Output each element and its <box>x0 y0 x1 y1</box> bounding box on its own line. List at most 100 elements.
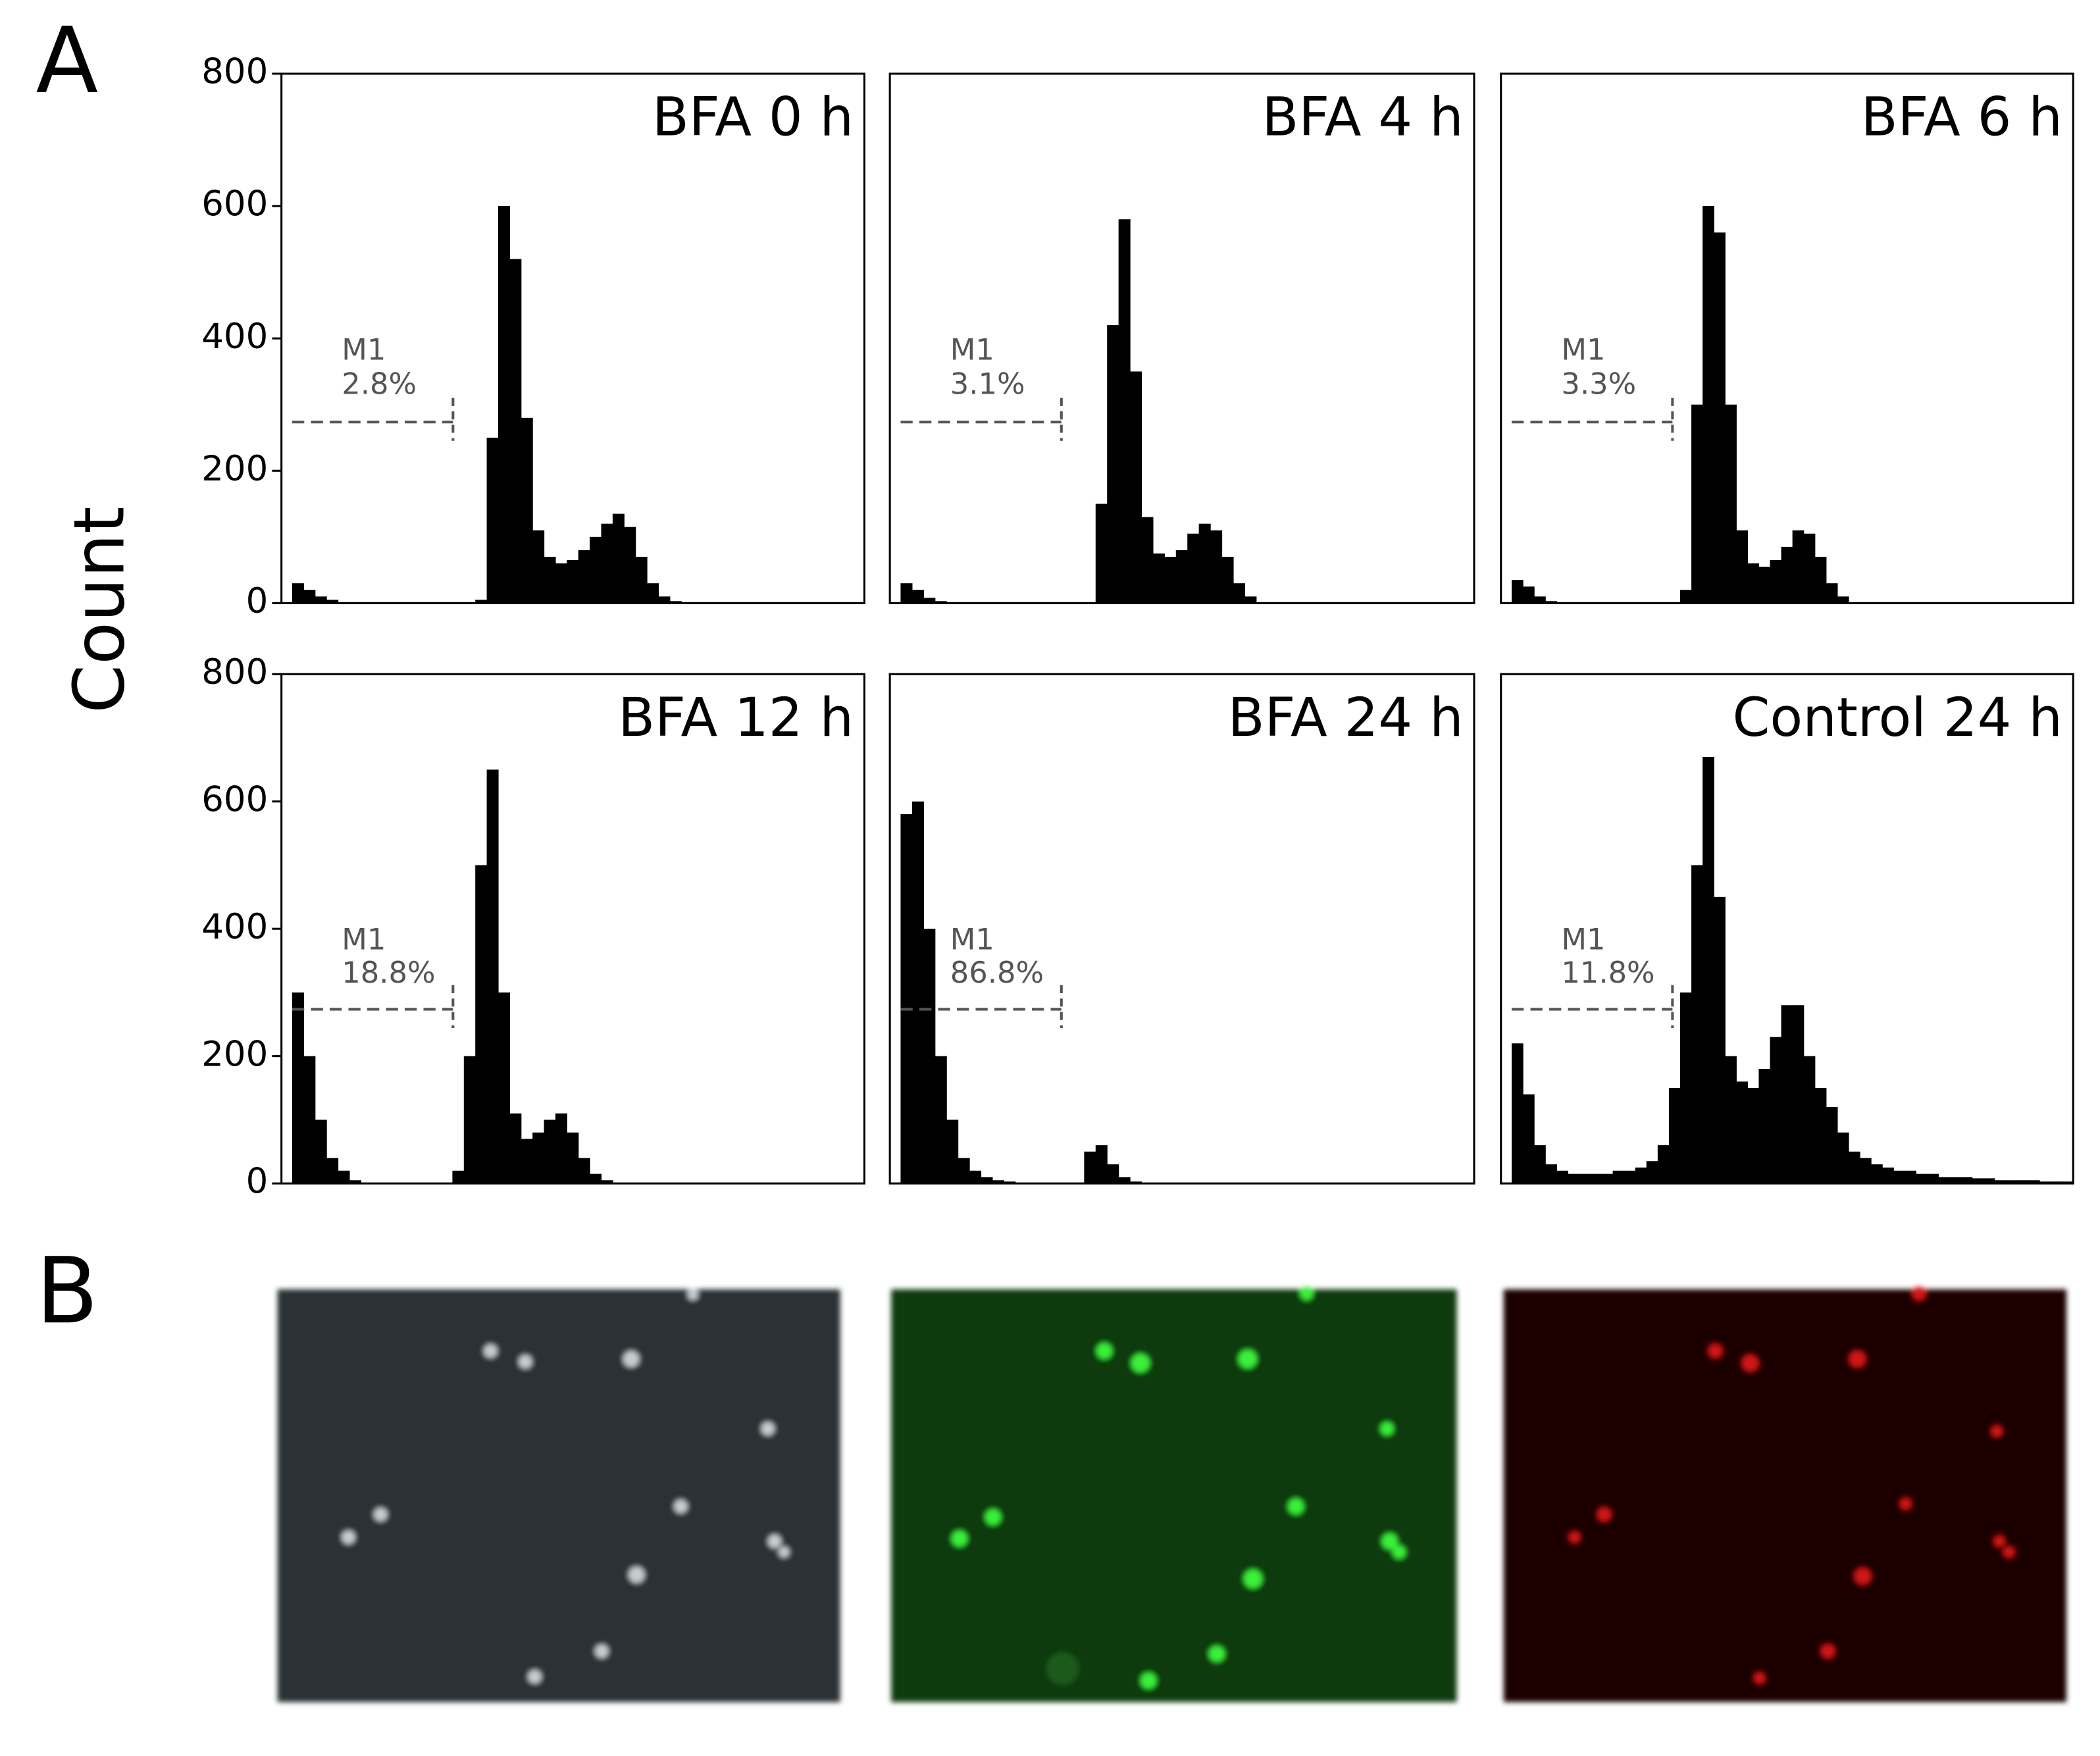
bar <box>911 590 924 604</box>
bar <box>969 1170 982 1184</box>
bar <box>544 556 556 604</box>
panel-title: BFA 12 h <box>618 686 854 749</box>
bar <box>1792 530 1805 604</box>
bar <box>1624 1170 1636 1184</box>
bar <box>1523 586 1535 604</box>
bar <box>1826 583 1838 604</box>
image-background <box>277 1289 840 1703</box>
bar <box>923 598 936 604</box>
bar <box>1534 1145 1546 1184</box>
bar <box>946 1120 959 1184</box>
blur-spot <box>1046 1652 1079 1685</box>
bar <box>958 1158 970 1184</box>
bar <box>578 1158 590 1184</box>
bar <box>911 801 924 1184</box>
gate-percent: 3.3% <box>1561 367 1636 401</box>
bar <box>1612 1170 1625 1184</box>
bar <box>1927 1174 1939 1184</box>
bar <box>1095 1145 1108 1184</box>
bar <box>1152 553 1165 604</box>
bar <box>1545 601 1557 604</box>
y-axis-label: Count <box>59 506 140 713</box>
image-background <box>891 1289 1457 1703</box>
bar <box>292 992 304 1184</box>
bar <box>555 563 567 604</box>
bar <box>1725 404 1737 604</box>
bar <box>578 550 590 604</box>
bar <box>1556 1170 1568 1184</box>
gate-percent: 2.8% <box>342 367 417 401</box>
bar <box>1545 1164 1557 1184</box>
bar <box>1792 1005 1805 1184</box>
bar <box>1198 523 1211 604</box>
bar <box>1534 596 1546 604</box>
bar <box>1938 1177 1951 1184</box>
bar <box>1826 1107 1838 1184</box>
bar <box>326 1158 339 1184</box>
bar <box>349 1180 361 1184</box>
bar <box>486 769 499 1184</box>
bar <box>992 1180 1004 1184</box>
bar <box>935 1056 947 1184</box>
bar <box>498 992 510 1184</box>
bar <box>1233 583 1245 604</box>
bar <box>1601 1174 1614 1184</box>
bar <box>2051 1181 2062 1184</box>
bar <box>1118 1177 1131 1184</box>
cells <box>342 1289 790 1684</box>
bar <box>1175 550 1188 604</box>
bar <box>521 1139 533 1184</box>
bar <box>1848 1151 1860 1184</box>
bar <box>1568 1174 1580 1184</box>
bar <box>1004 1181 1016 1184</box>
bar <box>1949 1177 1962 1184</box>
bar <box>923 929 936 1184</box>
bar <box>2028 1180 2040 1184</box>
bar <box>635 556 648 604</box>
bar <box>1837 1132 1849 1184</box>
bar <box>2016 1180 2029 1184</box>
panel-title: BFA 6 h <box>1861 86 2062 149</box>
bar <box>1512 580 1524 604</box>
bar <box>1130 1181 1142 1184</box>
gate-percent: 3.1% <box>950 367 1025 401</box>
y-tick-label: 200 <box>201 1034 268 1074</box>
plot-frame <box>888 673 1475 1185</box>
micrograph-bright <box>277 1289 840 1703</box>
panel-title: BFA 24 h <box>1228 686 1464 749</box>
gate-label: M1 <box>950 332 994 367</box>
gate-label: M1 <box>1561 922 1605 957</box>
gate-label: M1 <box>342 922 386 957</box>
y-tick-label: 800 <box>201 652 268 692</box>
panel-title: BFA 0 h <box>652 86 854 149</box>
bar <box>1893 1170 1905 1184</box>
bar <box>452 1170 465 1184</box>
bar <box>935 601 947 604</box>
bar <box>1657 1145 1670 1184</box>
bar <box>1905 1170 1916 1184</box>
bar <box>498 206 510 604</box>
bar <box>1107 325 1119 604</box>
bar <box>303 1056 316 1184</box>
bar <box>612 513 625 604</box>
bar <box>1983 1178 1995 1184</box>
bar <box>303 590 316 604</box>
bar <box>601 1180 613 1184</box>
bar <box>1714 232 1726 604</box>
bar <box>463 1056 476 1184</box>
bar <box>1590 1174 1602 1184</box>
bar <box>1860 1158 1872 1184</box>
bar <box>338 1170 350 1184</box>
gate-label: M1 <box>950 922 994 957</box>
bar <box>669 601 682 604</box>
bar <box>567 1132 579 1184</box>
bar <box>647 583 659 604</box>
image-background <box>1503 1289 2067 1703</box>
bar <box>1579 1174 1591 1184</box>
bar <box>532 1132 545 1184</box>
bar <box>1803 1056 1816 1184</box>
y-tick-label: 600 <box>201 779 268 819</box>
y-tick-label: 0 <box>246 1162 269 1202</box>
bar <box>315 596 327 604</box>
bar <box>326 600 339 604</box>
